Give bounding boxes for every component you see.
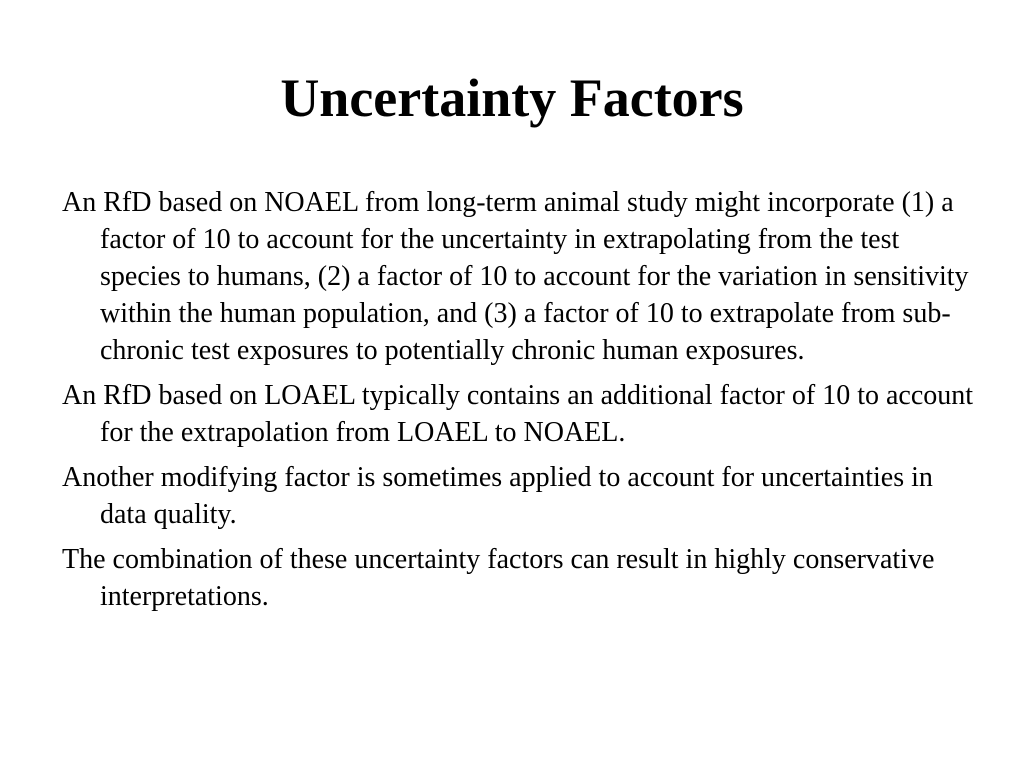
body-paragraph-4: The combination of these uncertainty fac… <box>62 544 935 612</box>
slide-body: An RfD based on NOAEL from long-term ani… <box>62 184 982 623</box>
body-paragraph-1: An RfD based on NOAEL from long-term ani… <box>62 187 969 366</box>
body-paragraph-2: An RfD based on LOAEL typically contains… <box>62 380 974 448</box>
slide-title: Uncertainty Factors <box>280 68 744 128</box>
body-paragraph-3: Another modifying factor is sometimes ap… <box>62 462 933 530</box>
